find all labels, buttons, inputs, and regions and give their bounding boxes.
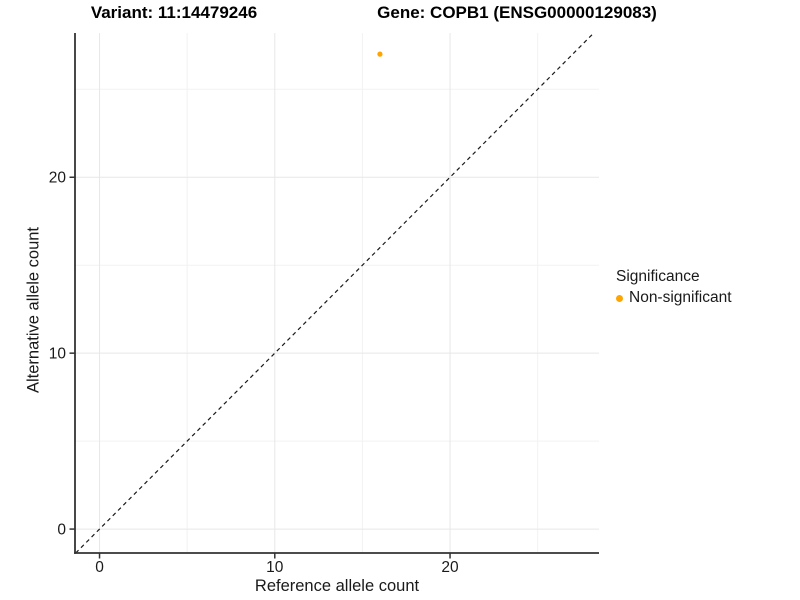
legend-item-label: Non-significant [629, 289, 732, 306]
legend-title: Significance [616, 268, 700, 285]
y-tick-label: 10 [49, 346, 67, 363]
x-tick-label: 10 [266, 559, 284, 576]
legend: Significance Non-significant [616, 268, 732, 307]
non-significant-point-icon [616, 294, 623, 302]
y-tick-label: 0 [57, 522, 66, 539]
identity-line [75, 32, 595, 554]
y-axis-title: Alternative allele count [24, 226, 43, 394]
data-point [377, 51, 383, 57]
variant-title: Variant: 11:14479246 [90, 3, 258, 22]
x-axis-title: Reference allele count [254, 577, 420, 595]
legend-item-non-significant: Non-significant [616, 289, 732, 307]
x-tick-label: 20 [441, 559, 459, 576]
x-tick-label: 0 [95, 559, 104, 576]
y-tick-label: 20 [49, 170, 67, 187]
gene-title: Gene: COPB1 (ENSG00000129083) [377, 3, 657, 22]
